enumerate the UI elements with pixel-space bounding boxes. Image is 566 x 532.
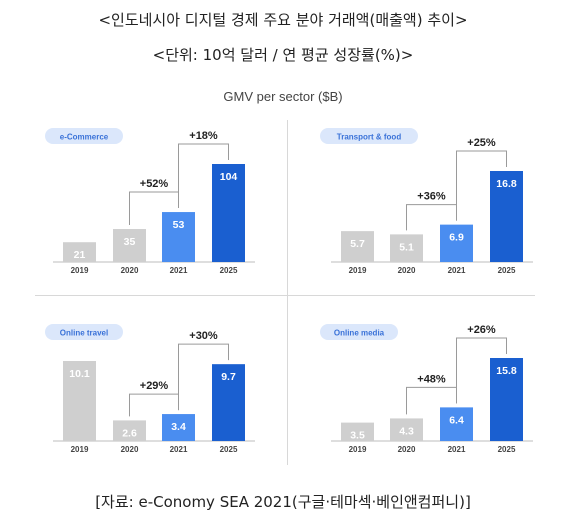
growth-label: +25%	[467, 137, 496, 149]
growth-bracket	[456, 337, 507, 404]
chart-title-tag	[320, 324, 398, 340]
data-label: 3.5	[350, 430, 365, 442]
unit-subtitle: <단위: 10억 달러 / 연 평균 성장률(%)>	[152, 46, 414, 64]
x-tick-label: 2019	[71, 266, 89, 275]
growth-label: +30%	[189, 330, 218, 342]
chart-title-tag	[320, 128, 418, 144]
x-tick-label: 2021	[448, 445, 466, 454]
chart-title-tag	[45, 324, 123, 340]
horizontal-divider	[35, 295, 535, 296]
growth-label: +48%	[417, 373, 446, 385]
data-label: 4.3	[399, 425, 414, 437]
data-label: 2.6	[122, 427, 137, 439]
x-tick-label: 2021	[170, 266, 188, 275]
growth-bracket	[178, 343, 229, 411]
bar-2021	[162, 212, 195, 262]
data-label: 3.4	[171, 421, 186, 433]
bar-2021	[440, 224, 473, 262]
source-note: [자료: e-Conomy SEA 2021(구글·테마섹·베인앤컴퍼니)]	[95, 493, 471, 511]
growth-bracket	[456, 150, 507, 221]
x-tick-label: 2025	[220, 445, 238, 454]
data-label: 104	[220, 171, 238, 183]
page-title: <인도네시아 디지털 경제 주요 분야 거래액(매출액) 추이>	[98, 11, 468, 29]
chart-title: e-Commerce	[60, 133, 109, 142]
data-label: 35	[124, 236, 136, 248]
x-tick-label: 2020	[398, 266, 416, 275]
data-label: 53	[173, 219, 185, 231]
chart-title: Online media	[334, 329, 385, 338]
growth-label: +52%	[140, 178, 169, 190]
x-tick-label: 2019	[349, 266, 367, 275]
x-tick-label: 2021	[170, 445, 188, 454]
growth-label: +29%	[140, 380, 169, 392]
bar-2025	[490, 171, 523, 262]
x-tick-label: 2020	[121, 266, 139, 275]
bar-2020	[390, 418, 423, 441]
x-tick-label: 2020	[121, 445, 139, 454]
growth-bracket	[129, 393, 179, 417]
bar-2019	[63, 242, 96, 262]
growth-bracket	[178, 143, 229, 209]
data-label: 6.9	[449, 232, 464, 244]
x-tick-label: 2025	[220, 266, 238, 275]
chart-title: Online travel	[60, 329, 108, 338]
data-label: 15.8	[496, 365, 517, 377]
x-tick-label: 2021	[448, 266, 466, 275]
bar-2025	[212, 364, 245, 441]
data-label: 16.8	[496, 178, 517, 190]
bar-2020	[390, 234, 423, 262]
bar-2019	[341, 422, 374, 441]
vertical-divider	[287, 120, 288, 465]
bar-2025	[212, 164, 245, 262]
x-tick-label: 2025	[498, 445, 516, 454]
growth-label: +26%	[467, 324, 496, 336]
data-label: 5.7	[350, 238, 365, 250]
x-tick-label: 2019	[349, 445, 367, 454]
chart-title-tag	[45, 128, 123, 144]
data-label: 9.7	[221, 371, 236, 383]
x-tick-label: 2020	[398, 445, 416, 454]
bar-2021	[162, 414, 195, 441]
bar-2025	[490, 358, 523, 441]
growth-label: +18%	[189, 130, 218, 142]
growth-label: +36%	[417, 191, 446, 203]
data-label: 5.1	[399, 241, 414, 253]
bar-2019	[63, 361, 96, 441]
bar-2019	[341, 231, 374, 262]
x-tick-label: 2019	[71, 445, 89, 454]
data-label: 21	[74, 249, 86, 261]
bar-2020	[113, 420, 146, 441]
x-tick-label: 2025	[498, 266, 516, 275]
figure-title: GMV per sector ($B)	[223, 89, 343, 104]
data-label: 6.4	[449, 414, 464, 426]
chart-title: Transport & food	[337, 133, 402, 142]
bar-2021	[440, 407, 473, 441]
bar-2020	[113, 229, 146, 262]
data-label: 10.1	[69, 368, 90, 380]
